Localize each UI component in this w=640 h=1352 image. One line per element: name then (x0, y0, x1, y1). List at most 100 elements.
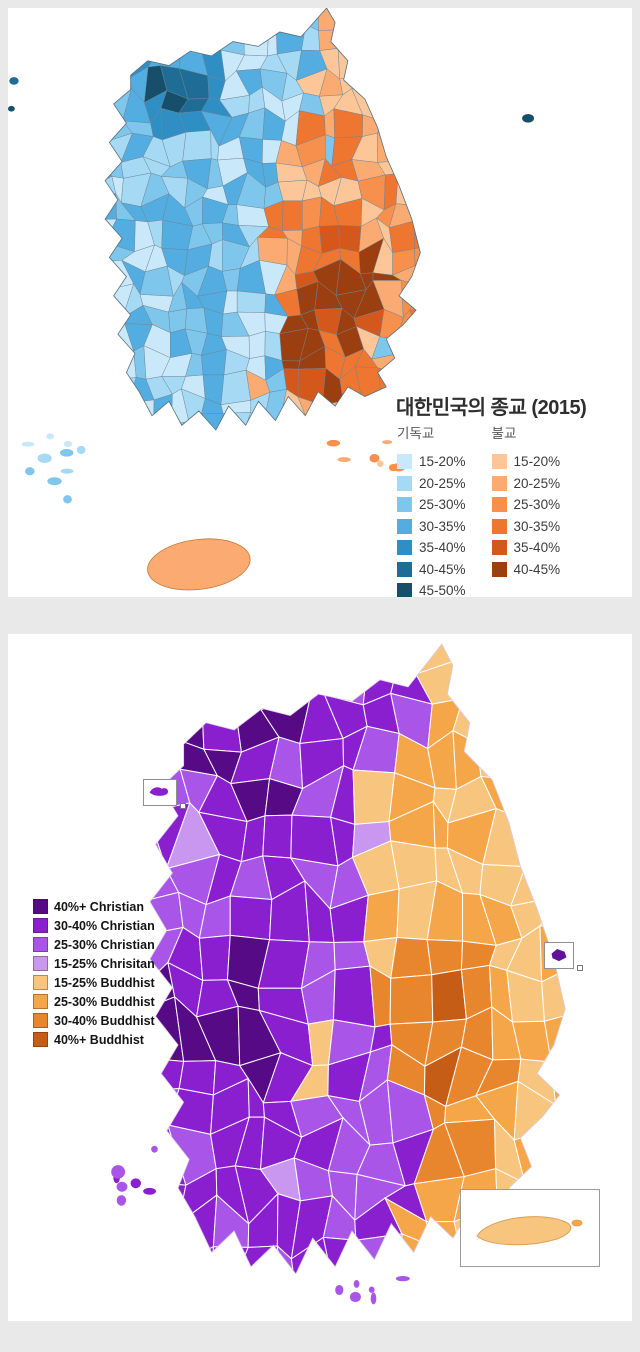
district (88, 432, 114, 457)
district (413, 182, 421, 209)
district (74, 353, 94, 371)
district (105, 23, 107, 49)
district (150, 421, 172, 431)
district (339, 225, 362, 252)
district (224, 438, 248, 462)
district (426, 1237, 457, 1274)
district (477, 691, 524, 751)
island-west-icon (149, 787, 169, 796)
district (200, 29, 221, 51)
legend-label: 20-25% (513, 475, 561, 491)
legend-items-buddhism: 15-20% 20-25% 25-30% 30-35% 35-40% 40-45% (491, 451, 561, 581)
district (510, 644, 560, 668)
district (241, 433, 263, 468)
legend-column-christianity: 기독교 15-20% 20-25% 25-30% 30-35% 35-40% 40-45%… (397, 422, 466, 597)
district (413, 205, 421, 221)
district (207, 8, 230, 15)
legend-label: 30-40% Christian (54, 918, 155, 933)
district (397, 110, 421, 135)
district (296, 432, 327, 469)
district (149, 24, 166, 58)
district (579, 1076, 615, 1139)
district (105, 1049, 149, 1091)
district (544, 803, 566, 862)
district (105, 77, 112, 101)
district (333, 966, 375, 1027)
legend-row: 30-35% (397, 516, 466, 538)
legend-row: 20-25% (397, 473, 466, 495)
legend-swatch (397, 475, 412, 491)
district (149, 644, 176, 697)
district (149, 690, 176, 739)
district (357, 403, 383, 424)
district (372, 88, 397, 124)
district (149, 814, 157, 845)
district (434, 8, 459, 38)
district (68, 415, 96, 448)
district (282, 432, 297, 465)
coastline (105, 8, 420, 430)
legend-column-buddhism: 불교 15-20% 20-25% 25-30% 30-35% 35-40% 40-45% (491, 422, 561, 597)
district (105, 8, 111, 33)
district (185, 1247, 213, 1274)
district (427, 940, 462, 975)
district (569, 968, 612, 1015)
island (370, 1292, 377, 1305)
district (86, 238, 105, 265)
jeju-island-icon (476, 1216, 583, 1246)
district (428, 199, 457, 220)
legend-row: 40-45% (397, 559, 466, 581)
district (126, 22, 155, 58)
island (143, 1187, 157, 1195)
district (338, 45, 365, 79)
island (130, 1178, 141, 1189)
district (201, 644, 243, 682)
legend-swatch (397, 561, 412, 577)
district (456, 644, 498, 660)
legend-label: 30-35% (513, 518, 561, 534)
island (377, 460, 384, 467)
district (430, 43, 456, 81)
district (105, 162, 123, 178)
district (569, 1005, 621, 1062)
district (519, 691, 549, 751)
district (146, 8, 172, 28)
district (415, 265, 421, 296)
district (298, 644, 337, 674)
legend-swatch (397, 583, 412, 597)
district (279, 422, 308, 431)
district (149, 644, 174, 650)
district (452, 1278, 496, 1319)
district (267, 29, 277, 56)
district (126, 8, 149, 24)
district (161, 422, 193, 431)
inset-marker-square (577, 965, 583, 971)
legend-swatch (491, 497, 507, 513)
district (339, 401, 363, 425)
legend-swatch (33, 975, 48, 990)
legend-row: 40-45% (491, 559, 560, 581)
district (166, 8, 189, 37)
district (70, 238, 95, 275)
district (178, 8, 208, 15)
district (105, 415, 134, 431)
district (106, 13, 126, 23)
district (68, 112, 94, 139)
district (68, 49, 97, 77)
district (149, 1241, 159, 1274)
district (555, 859, 566, 896)
district (378, 47, 398, 78)
district (433, 332, 453, 354)
district (569, 690, 621, 747)
district (123, 420, 153, 431)
island (349, 1291, 361, 1303)
district (583, 634, 613, 674)
district (200, 644, 250, 669)
island (145, 534, 252, 596)
district (553, 1128, 566, 1167)
district (105, 194, 116, 220)
island (8, 105, 15, 112)
district (105, 8, 112, 15)
district (395, 339, 421, 354)
district (307, 673, 327, 694)
